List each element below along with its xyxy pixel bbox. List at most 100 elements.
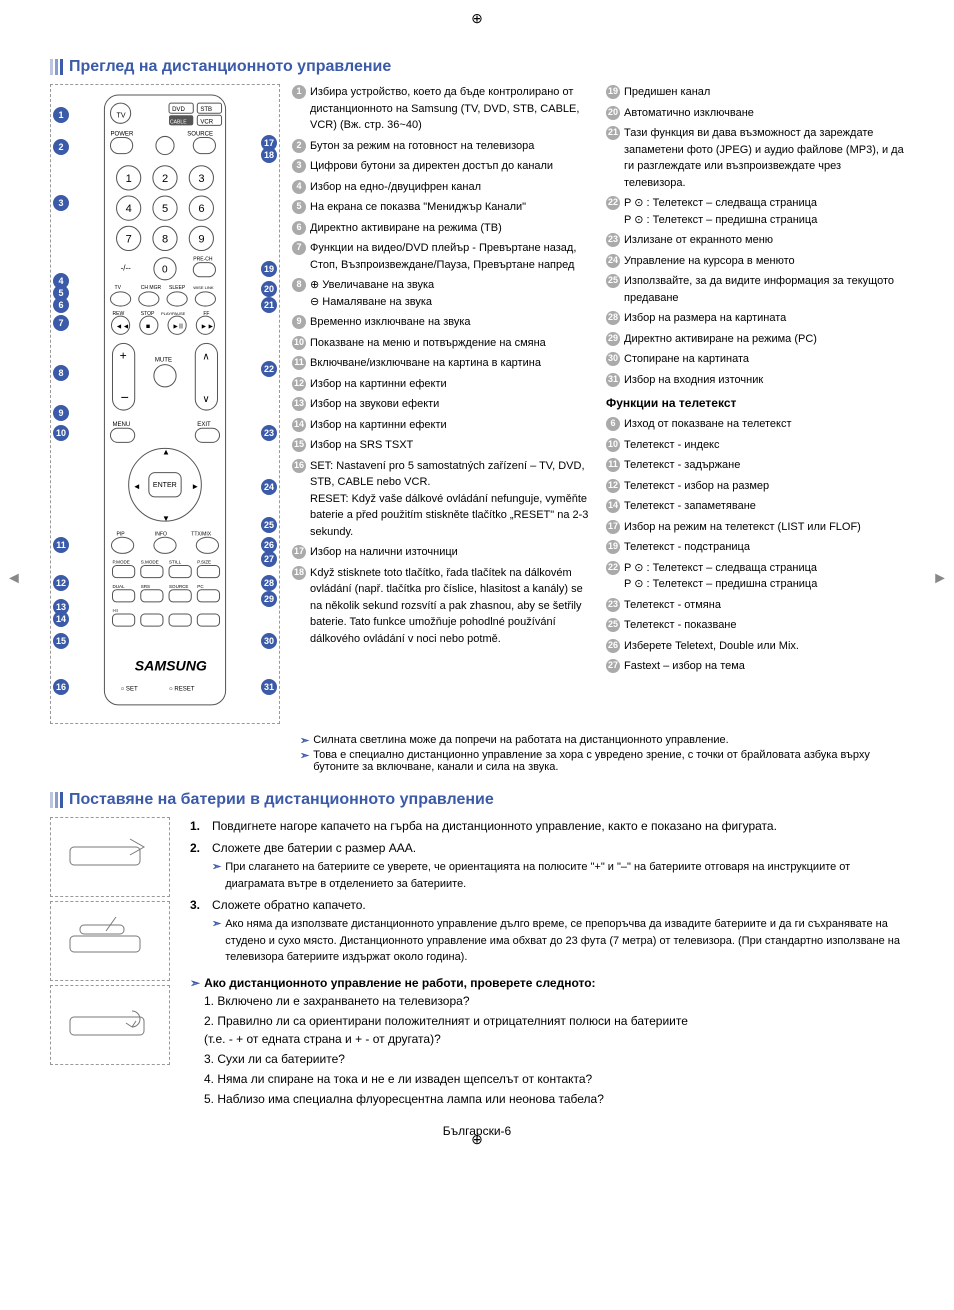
desc-text-13: Избор на звукови ефекти [310, 396, 590, 413]
callout-10: 10 [53, 425, 69, 441]
desc-column-left: 1 Избира устройство, което да бъде контр… [292, 84, 590, 724]
bullet-10: 10 [292, 336, 306, 350]
desc-text-22: P ⊙ : Телетекст – следваща страницаP ⊙ :… [624, 195, 904, 228]
overview-heading: Преглед на дистанционното управление [50, 58, 904, 76]
desc-text-22: P ⊙ : Телетекст – следваща страницаP ⊙ :… [624, 560, 904, 593]
svg-text:MENU: MENU [112, 422, 130, 428]
overview-notes: ➣Силната светлина може да попречи на раб… [300, 734, 904, 773]
desc-text-11: Телетекст - задържане [624, 457, 904, 474]
callout-30: 30 [261, 633, 277, 649]
desc-item-29: 29 Директно активиране на режима (PC) [606, 331, 904, 348]
svg-text:2: 2 [162, 173, 168, 185]
desc-item-9: 9 Временно изключване на звука [292, 314, 590, 331]
angle-icon: ➣ [212, 916, 221, 966]
desc-text-23: Телетекст - отмяна [624, 597, 904, 614]
svg-text:EXIT: EXIT [197, 422, 211, 428]
desc-text-29: Директно активиране на режима (PC) [624, 331, 904, 348]
callout-11: 11 [53, 537, 69, 553]
bullet-9: 9 [292, 315, 306, 329]
svg-text:◄: ◄ [133, 482, 141, 491]
battery-step: 2. Сложете две батерии с размер AAA. ➣Пр… [190, 839, 904, 892]
svg-text:1: 1 [126, 173, 132, 185]
svg-text:3: 3 [198, 173, 204, 185]
svg-text:+: + [120, 349, 127, 363]
desc-item-25: 25 Използвайте, за да видите информация … [606, 273, 904, 306]
desc-item-23: 23 Телетекст - отмяна [606, 597, 904, 614]
svg-text:◄◄: ◄◄ [116, 323, 130, 330]
svg-text:7: 7 [126, 233, 132, 245]
desc-text-3: Цифрови бутони за директен достъп до кан… [310, 158, 590, 175]
battery-illustration-1 [50, 817, 170, 897]
page-arrow-left: ◄ [6, 570, 22, 588]
overview-heading-text: Преглед на дистанционното управление [69, 58, 391, 76]
desc-text-23: Излизане от екранното меню [624, 232, 904, 249]
crop-mark-bottom: ⊕ [471, 1131, 483, 1148]
desc-text-12: Телетекст - избор на размер [624, 478, 904, 495]
callout-25: 25 [261, 517, 277, 533]
step-number: 2. [190, 839, 206, 892]
step-subtext: При слагането на батериите се уверете, ч… [225, 859, 904, 892]
troubleshoot-title: Ако дистанционното управление не работи,… [204, 974, 595, 992]
bullet-22: 22 [606, 196, 620, 210]
angle-icon: ➣ [300, 734, 309, 747]
desc-item-10: 10 Показване на меню и потвърждение на с… [292, 335, 590, 352]
bullet-29: 29 [606, 332, 620, 346]
bullet-1: 1 [292, 85, 306, 99]
svg-text:▲: ▲ [162, 447, 170, 456]
desc-text-2: Бутон за режим на готовност на телевизор… [310, 138, 590, 155]
bullet-19: 19 [606, 85, 620, 99]
page-arrow-right: ► [932, 570, 948, 588]
desc-text-11: Включване/изключване на картина в картин… [310, 355, 590, 372]
svg-text:P.MODE: P.MODE [112, 560, 129, 565]
desc-text-16: SET: Nastavení pro 5 samostatných zaříze… [310, 458, 590, 541]
bullet-2: 2 [292, 139, 306, 153]
bullet-12: 12 [292, 377, 306, 391]
desc-text-5: На екрана се показва "Мениджър Канали" [310, 199, 590, 216]
svg-text:VCR: VCR [200, 119, 213, 125]
callout-1: 1 [53, 107, 69, 123]
desc-item-15: 15 Избор на SRS TSXT [292, 437, 590, 454]
callout-19: 19 [261, 261, 277, 277]
step-text: Повдигнете нагоре капачето на гърба на д… [212, 819, 777, 833]
svg-text:■: ■ [146, 323, 150, 330]
desc-text-6: Директно активиране на режима (TB) [310, 220, 590, 237]
desc-text-14: Телетекст - запаметяване [624, 498, 904, 515]
desc-text-17: Избор на налични източници [310, 544, 590, 561]
desc-text-19: Предишен канал [624, 84, 904, 101]
remote-diagram: TV DVD STB CABLE VCR POWER SOURCE 1 2 3 … [50, 84, 280, 724]
desc-item-28: 28 Избор на размера на картината [606, 310, 904, 327]
svg-text:9: 9 [198, 233, 204, 245]
svg-text:-/--: -/-- [121, 264, 132, 273]
desc-item-24: 24 Управление на курсора в менюто [606, 253, 904, 270]
bullet-20: 20 [606, 106, 620, 120]
desc-text-20: Автоматично изключване [624, 105, 904, 122]
battery-illustrations [50, 817, 180, 1110]
svg-text:TTX/MIX: TTX/MIX [191, 531, 211, 537]
bullet-17: 17 [292, 545, 306, 559]
desc-item-19: 19 Телетекст - подстраница [606, 539, 904, 556]
bullet-11: 11 [292, 356, 306, 370]
bullet-6: 6 [292, 221, 306, 235]
battery-illustration-3 [50, 985, 170, 1065]
desc-item-22: 22 P ⊙ : Телетекст – следваща страницаP … [606, 195, 904, 228]
desc-text-26: Изберете Teletext, Double или Mix. [624, 638, 904, 655]
svg-text:STB: STB [200, 107, 212, 113]
desc-text-10: Показване на меню и потвърждение на смян… [310, 335, 590, 352]
callout-9: 9 [53, 405, 69, 421]
svg-text:DVD: DVD [172, 107, 185, 113]
desc-text-18: Když stisknete toto tlačítko, řada tlačí… [310, 565, 590, 648]
callout-14: 14 [53, 611, 69, 627]
bullet-24: 24 [606, 254, 620, 268]
callout-23: 23 [261, 425, 277, 441]
desc-text-8: ⊕ Увеличаване на звука⊖ Намаляване на зв… [310, 277, 590, 310]
bullet-23: 23 [606, 233, 620, 247]
bullet-13: 13 [292, 397, 306, 411]
bullet-3: 3 [292, 159, 306, 173]
desc-text-17: Избор на режим на телетекст (LIST или FL… [624, 519, 904, 536]
callout-29: 29 [261, 591, 277, 607]
accent-bars-icon [50, 792, 63, 808]
svg-text:MUTE: MUTE [155, 358, 172, 364]
desc-text-7: Функции на видео/DVD плейър - Превъртане… [310, 240, 590, 273]
bullet-28: 28 [606, 311, 620, 325]
desc-text-4: Избор на едно-/двуцифрен канал [310, 179, 590, 196]
